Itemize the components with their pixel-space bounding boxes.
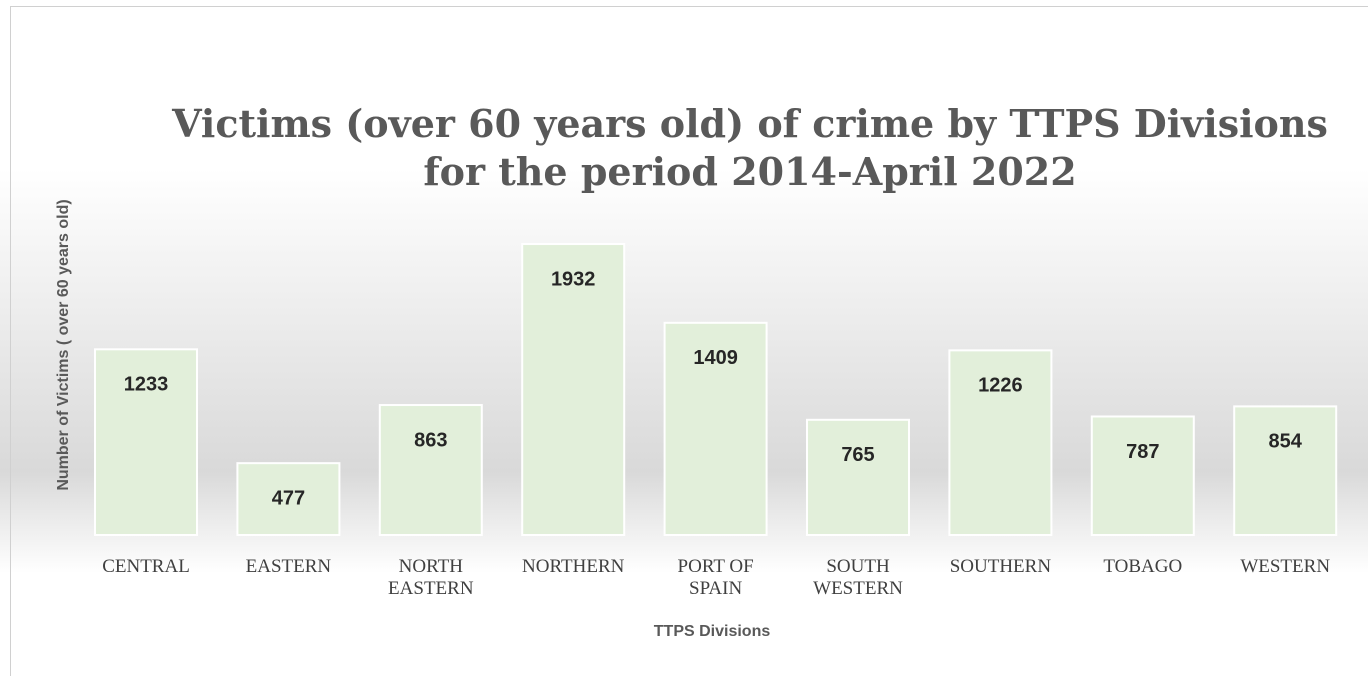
bar — [378, 404, 483, 536]
value-label: 477 — [272, 487, 305, 509]
chart-frame — [10, 6, 1368, 676]
x-tick-label: WESTERN — [1240, 556, 1331, 577]
value-label: 1409 — [693, 347, 738, 369]
bar — [1233, 405, 1338, 536]
bar — [1090, 415, 1195, 537]
bar — [521, 243, 626, 536]
x-tick-label: NORTH EASTERN — [388, 556, 474, 599]
value-label: 863 — [414, 429, 447, 451]
value-label: 1226 — [978, 375, 1023, 397]
bar — [806, 418, 910, 536]
bar — [236, 462, 341, 536]
x-tick-label: SOUTHERN — [949, 556, 1052, 577]
bar — [94, 348, 198, 537]
value-label: 1932 — [551, 268, 596, 290]
x-tick-label: NORTHERN — [522, 556, 625, 577]
x-tick-label: PORT OF SPAIN — [677, 556, 754, 599]
x-tick-label: EASTERN — [245, 556, 332, 577]
value-label: 854 — [1269, 431, 1303, 453]
chart-title: Victims (over 60 years old) of crime by … — [172, 101, 1328, 194]
bar — [948, 349, 1053, 537]
x-tick-label: CENTRAL — [102, 556, 190, 577]
x-tick-label: TOBAGO — [1103, 556, 1183, 577]
value-label: 1233 — [124, 374, 169, 396]
x-axis-label: TTPS Divisions — [653, 623, 771, 640]
value-label: 787 — [1126, 441, 1159, 463]
value-label: 765 — [841, 444, 874, 466]
bar — [663, 321, 768, 536]
x-tick-label: SOUTH WESTERN — [813, 556, 903, 599]
